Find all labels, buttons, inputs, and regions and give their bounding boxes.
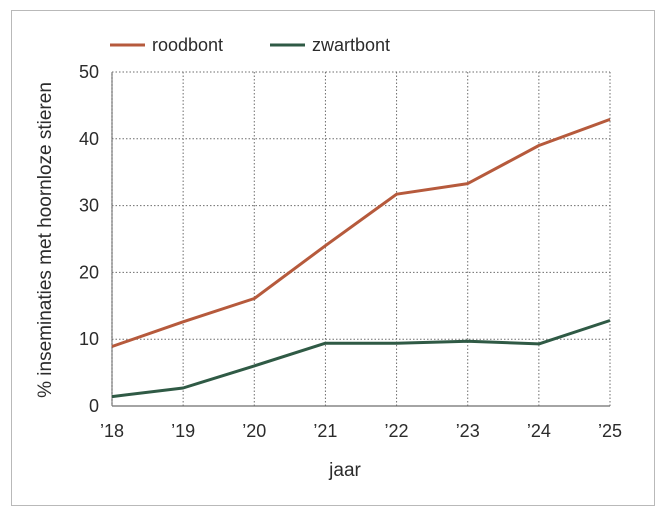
x-tick-label-2: ’20 — [242, 421, 266, 441]
x-tick-label-6: ’24 — [527, 421, 551, 441]
x-tick-label-3: ’21 — [313, 421, 337, 441]
legend-label-zwartbont: zwartbont — [312, 35, 390, 55]
y-axis-title: % inseminaties met hoornloze stieren — [35, 82, 56, 398]
y-tick-label-50: 50 — [79, 62, 99, 82]
y-tick-label-30: 30 — [79, 196, 99, 216]
y-tick-label-0: 0 — [89, 396, 99, 416]
x-tick-label-0: ’18 — [100, 421, 124, 441]
x-tick-label-7: ’25 — [598, 421, 622, 441]
series-lines — [111, 117, 611, 399]
x-tick-label-4: ’22 — [385, 421, 409, 441]
x-tick-labels: ’18 ’19 ’20 ’21 ’22 ’23 ’24 ’25 — [100, 421, 622, 441]
legend: roodbont zwartbont — [110, 35, 390, 55]
gridlines — [111, 71, 611, 407]
y-tick-labels: 0 10 20 30 40 50 — [79, 62, 99, 416]
y-tick-label-40: 40 — [79, 129, 99, 149]
y-tick-label-10: 10 — [79, 329, 99, 349]
series-line-zwartbont — [111, 319, 611, 399]
legend-label-roodbont: roodbont — [152, 35, 223, 55]
series-line-roodbont — [111, 117, 611, 348]
x-axis-title: jaar — [328, 460, 361, 481]
x-tick-label-1: ’19 — [171, 421, 195, 441]
y-tick-label-20: 20 — [79, 262, 99, 282]
x-tick-label-5: ’23 — [456, 421, 480, 441]
chart-frame — [11, 10, 655, 506]
